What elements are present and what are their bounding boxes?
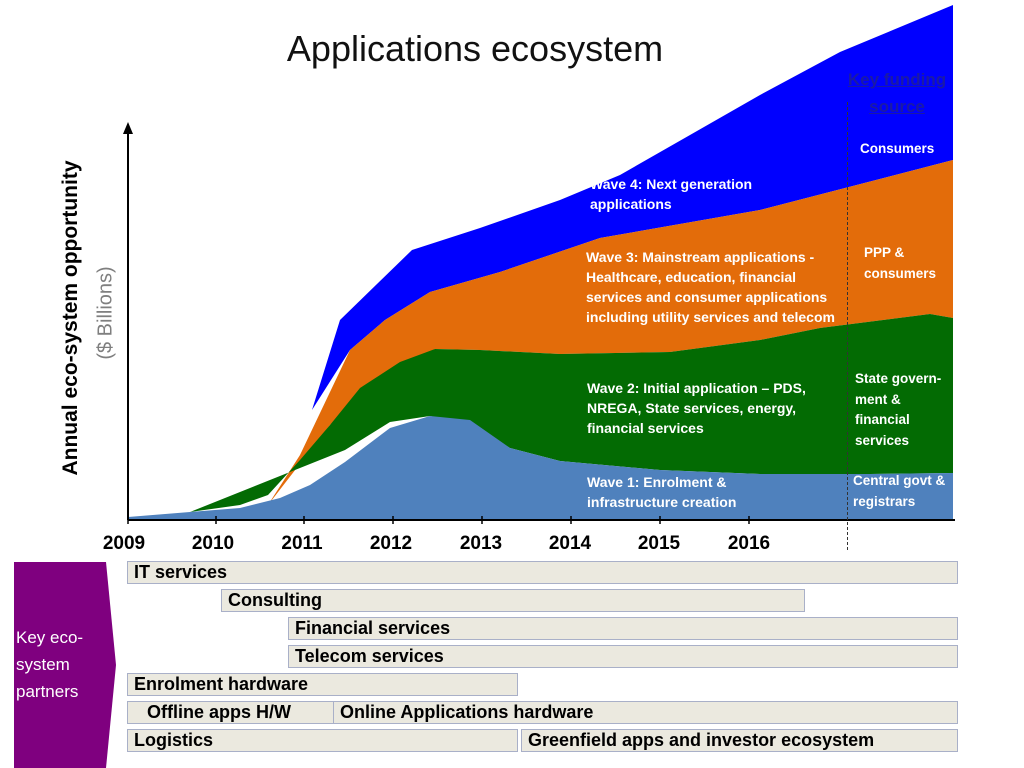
x-axis-ticks	[127, 516, 750, 524]
chart-title: Applications ecosystem	[286, 28, 664, 69]
year-label: 2009	[102, 533, 146, 554]
partners-panel	[14, 562, 116, 768]
wave-3-label: Wave 3: Mainstream applications - Health…	[586, 249, 835, 325]
partner-bar-financial-services: Financial services	[288, 617, 958, 640]
year-label: 2012	[369, 533, 413, 554]
partner-bar-offline-apps-hw: Offline apps H/W	[127, 701, 336, 724]
wave-1-area	[128, 416, 953, 520]
funding-source-central-govt: Central govt & registrars	[853, 473, 946, 509]
year-label: 2011	[281, 533, 323, 554]
year-label: 2014	[548, 533, 592, 554]
year-label: 2013	[459, 533, 503, 554]
partner-bar-greenfield-apps: Greenfield apps and investor ecosystem	[521, 729, 958, 752]
partner-bar-enrolment-hardware: Enrolment hardware	[127, 673, 518, 696]
funding-source-ppp: PPP & consumers	[864, 245, 937, 281]
ecosystem-area-chart	[123, 5, 955, 524]
year-label: 2015	[637, 533, 681, 554]
wave-3-area	[268, 160, 953, 505]
partner-bar-logistics: Logistics	[127, 729, 518, 752]
funding-source-state-government: State govern-ment & financial services	[855, 371, 942, 448]
funding-divider-line	[847, 102, 848, 550]
wave-1-label: Wave 1: Enrolment & infrastructure creat…	[587, 474, 737, 510]
partner-bar-online-applications-hardware: Online Applications hardware	[333, 701, 958, 724]
partner-bar-it-services: IT services	[127, 561, 958, 584]
wave-2-label: Wave 2: Initial application – PDS, NREGA…	[587, 380, 806, 436]
wave-4-label: Wave 4: Next generation applications	[590, 176, 753, 212]
wave-2-area	[190, 314, 953, 512]
funding-source-consumers: Consumers	[860, 141, 935, 156]
year-label: 2016	[727, 533, 771, 554]
partners-label: Key eco-system partners	[16, 628, 84, 701]
partner-bar-consulting: Consulting	[221, 589, 805, 612]
key-funding-source-heading: Key funding source	[847, 70, 947, 116]
year-label: 2010	[191, 533, 235, 554]
partner-bar-telecom-services: Telecom services	[288, 645, 958, 668]
y-axis-arrowhead	[123, 122, 133, 134]
wave-4-area	[312, 5, 953, 410]
